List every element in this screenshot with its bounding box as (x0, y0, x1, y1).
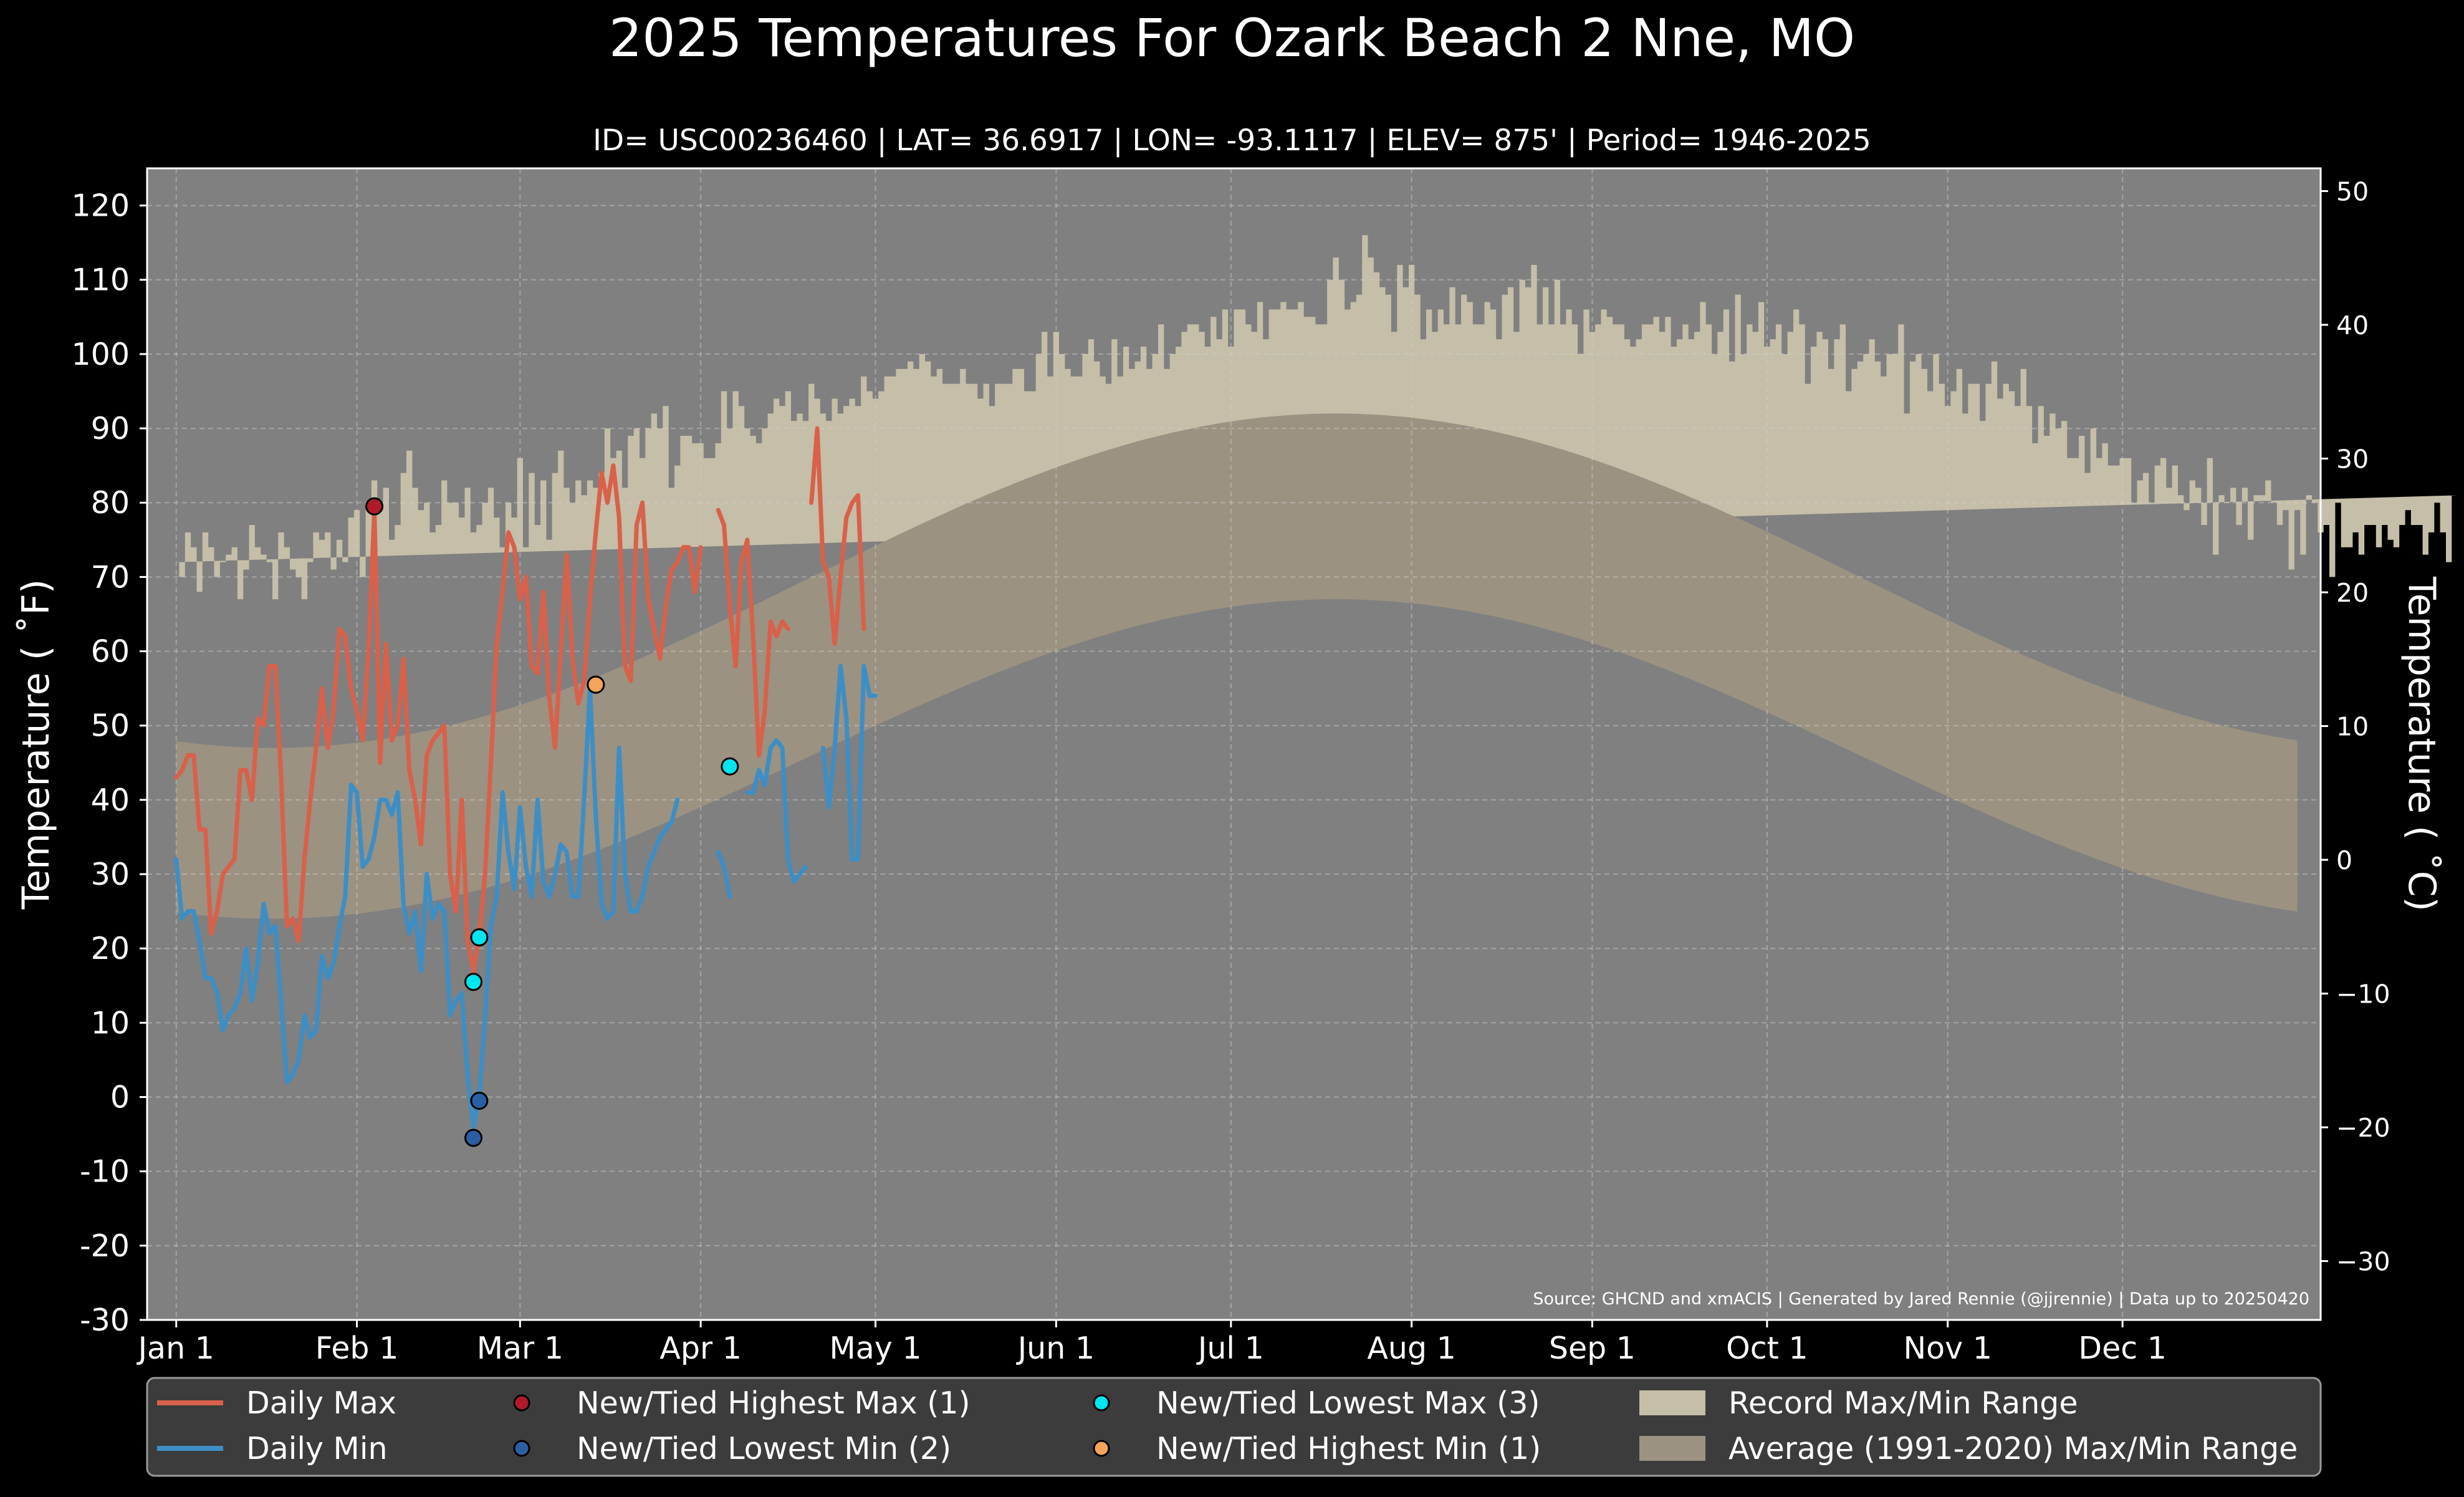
legend-rect-swatch (1639, 1390, 1705, 1415)
normal-range-band (176, 413, 2298, 919)
y-left-tick-label: 0 (110, 1080, 130, 1115)
x-tick-label: Mar 1 (477, 1331, 563, 1366)
legend-label: Daily Min (246, 1431, 388, 1466)
legend-label: New/Tied Lowest Min (2) (577, 1431, 951, 1466)
y-left-tick-label: 90 (91, 411, 130, 446)
record-event-marker (464, 1129, 483, 1147)
legend-dot-swatch (1093, 1440, 1110, 1457)
legend-label: New/Tied Lowest Max (3) (1156, 1385, 1540, 1421)
y-left-tick-label: 50 (91, 708, 130, 744)
x-tick-label: Oct 1 (1726, 1331, 1808, 1366)
y-right-tick-label: 30 (2336, 445, 2369, 474)
y-left-tick-label: 110 (71, 262, 130, 298)
x-tick-label: Apr 1 (659, 1331, 742, 1366)
daily-min-line (745, 738, 808, 884)
y-right-tick-label: −30 (2336, 1247, 2390, 1277)
y-right-tick-label: 50 (2336, 176, 2369, 206)
y-right-tick-label: 20 (2336, 578, 2369, 608)
record-event-marker (464, 973, 483, 991)
daily-max-line (716, 508, 790, 758)
x-tick-label: Aug 1 (1367, 1331, 1455, 1366)
y-right-axis-title: Temperature ( ˚C) (2400, 576, 2443, 912)
legend-label: Record Max/Min Range (1728, 1385, 2078, 1421)
y-left-tick-label: -10 (80, 1154, 130, 1190)
chart-title: 2025 Temperatures For Ozark Beach 2 Nne,… (608, 7, 1856, 69)
y-right-tick-label: 40 (2336, 310, 2369, 340)
x-tick-label: Jun 1 (1016, 1331, 1095, 1366)
y-left-tick-label: -20 (80, 1228, 130, 1264)
y-left-tick-label: 40 (91, 782, 130, 818)
legend-label: New/Tied Highest Max (1) (577, 1385, 971, 1421)
daily-max-line (174, 463, 703, 973)
y-left-tick-label: 80 (91, 485, 130, 521)
y-left-tick-label: 70 (91, 559, 130, 595)
y-left-tick-label: -30 (80, 1302, 130, 1338)
legend-dot-swatch (513, 1394, 530, 1412)
legend-dot-swatch (513, 1440, 530, 1457)
record-event-marker (470, 1091, 489, 1110)
legend-dot-swatch (1093, 1394, 1110, 1412)
x-tick-label: Nov 1 (1903, 1331, 1992, 1366)
y-left-axis-title: Temperature ( ˚F) (14, 579, 58, 910)
record-event-marker (587, 675, 605, 694)
y-right-tick-label: −20 (2336, 1113, 2390, 1143)
legend-label: Average (1991-2020) Max/Min Range (1728, 1431, 2298, 1466)
daily-min-line (174, 686, 680, 1129)
y-left-tick-label: 10 (91, 1005, 130, 1041)
plot-frame (146, 167, 2322, 1321)
record-event-marker (470, 928, 489, 946)
daily-max-line (809, 426, 866, 647)
x-tick-label: May 1 (830, 1331, 922, 1366)
source-note: Source: GHCND and xmACIS | Generated by … (1533, 1289, 2309, 1309)
y-right-tick-label: −10 (2336, 980, 2390, 1009)
y-right-tick-label: 10 (2336, 712, 2369, 742)
x-tick-label: Feb 1 (315, 1331, 399, 1366)
x-tick-label: Jan 1 (137, 1331, 214, 1366)
legend-label: New/Tied Highest Min (1) (1156, 1431, 1541, 1466)
y-left-tick-label: 20 (91, 931, 130, 966)
y-right-tick-label: 0 (2336, 845, 2352, 875)
x-tick-label: Sep 1 (1549, 1331, 1636, 1366)
daily-min-line (820, 663, 878, 862)
axes: -30-20-100102030405060708090100110120−30… (14, 167, 2443, 1366)
legend-rect-swatch (1639, 1436, 1705, 1461)
record-event-marker (365, 497, 384, 516)
plot-area (147, 168, 2458, 1321)
y-left-tick-label: 60 (91, 634, 130, 670)
y-left-tick-label: 30 (91, 857, 130, 892)
x-tick-label: Dec 1 (2078, 1331, 2167, 1366)
y-left-tick-label: 120 (71, 188, 130, 224)
record-event-marker (721, 757, 739, 776)
chart-subtitle: ID= USC00236460 | LAT= 36.6917 | LON= -9… (593, 123, 1871, 158)
daily-min-line (716, 849, 732, 899)
x-tick-label: Jul 1 (1196, 1331, 1264, 1366)
y-left-tick-label: 100 (71, 337, 130, 372)
legend-label: Daily Max (246, 1385, 396, 1421)
legend: Daily Max Daily Min New/Tied Highest Max (… (146, 1377, 2322, 1477)
legend-box (146, 1377, 2322, 1477)
